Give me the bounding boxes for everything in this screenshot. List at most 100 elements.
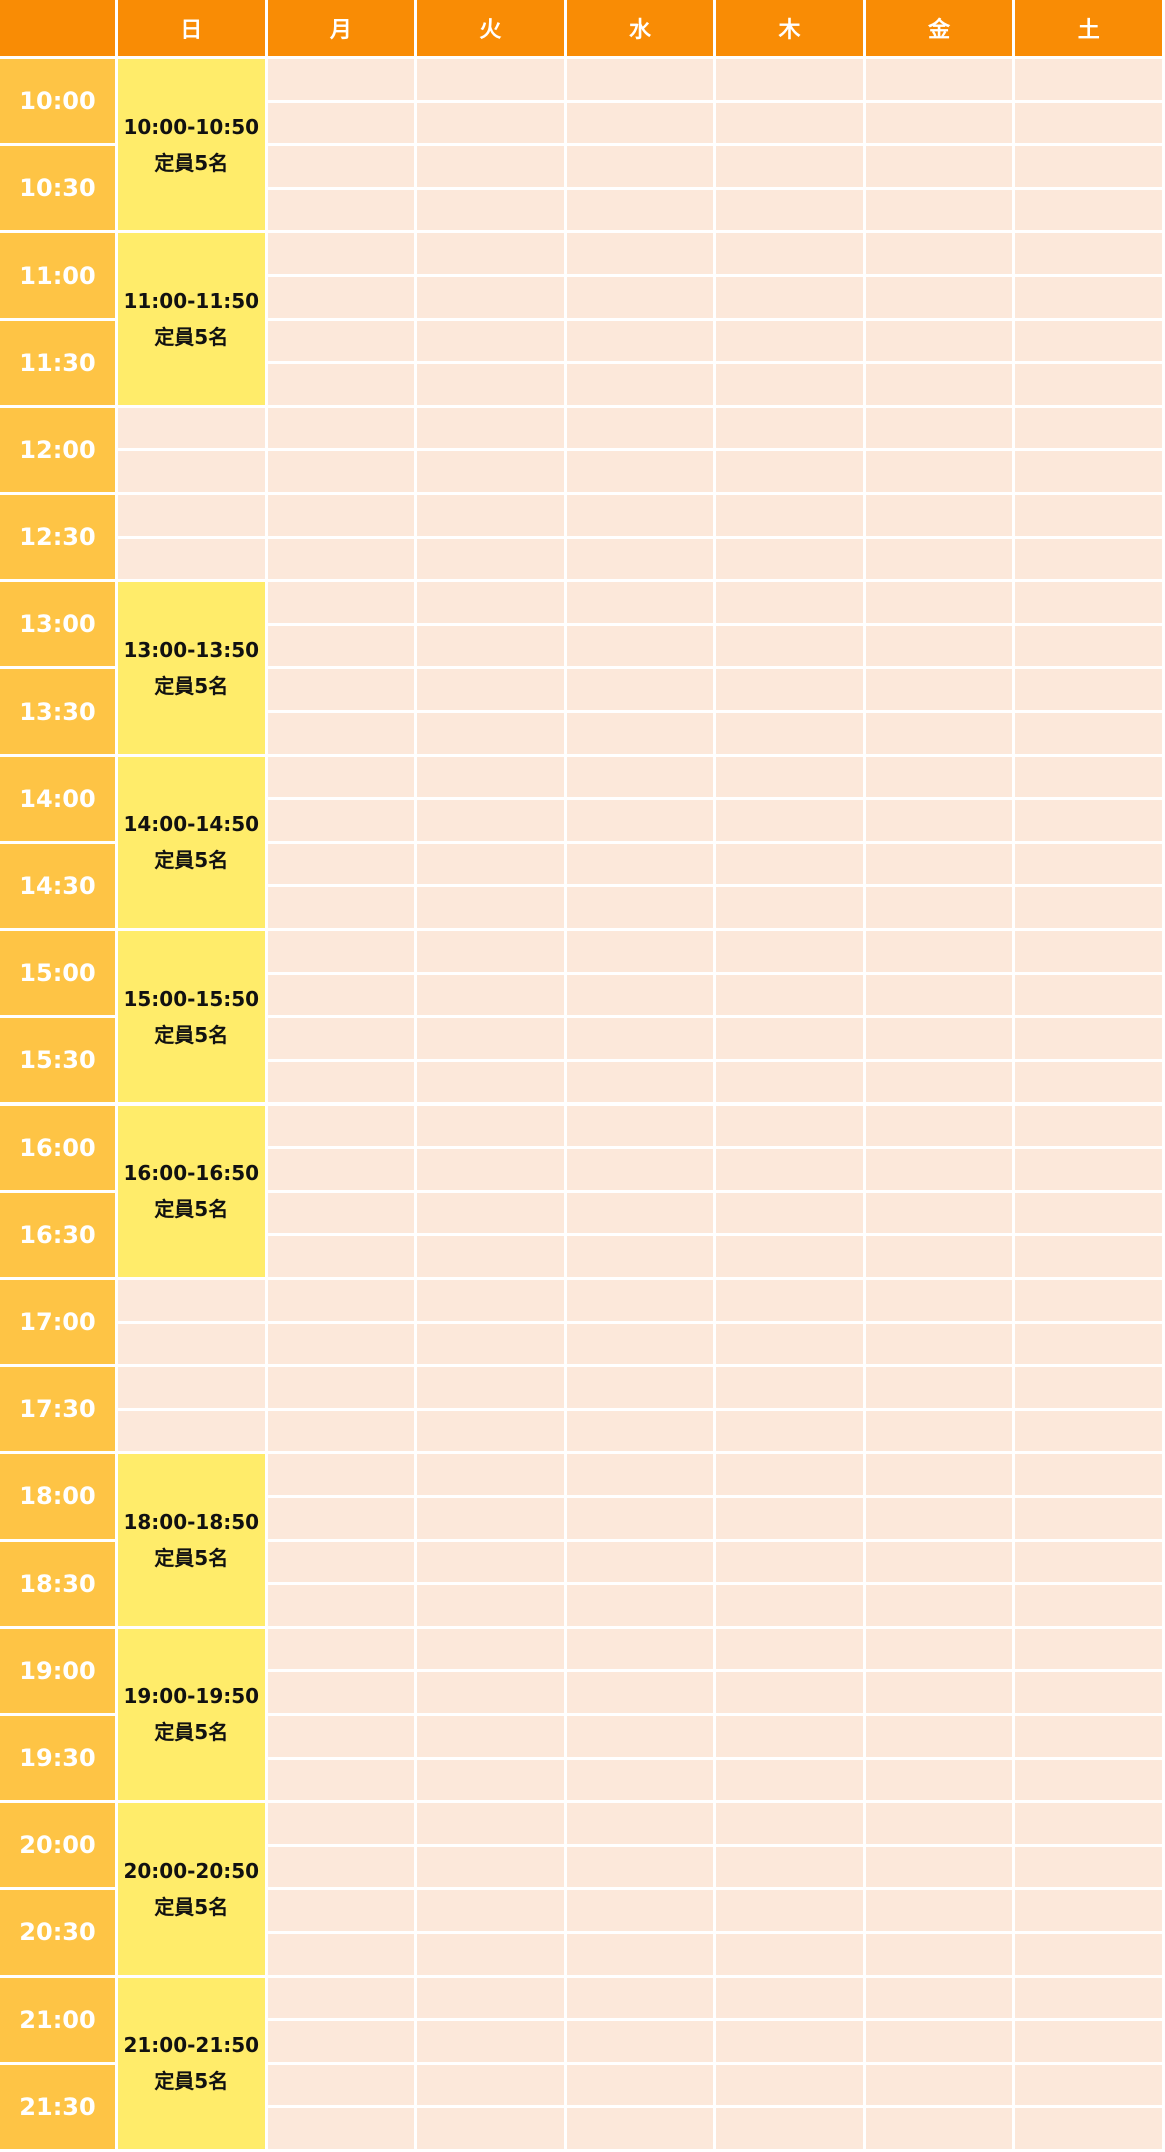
slot-cell [566,1323,714,1365]
slot-cell [267,974,415,1016]
slot-cell [1015,1977,1162,2019]
slot-cell [865,974,1013,1016]
slot-cell [417,451,564,493]
slot-cell [267,407,415,449]
time-label: 20:00 [0,1803,115,1888]
slot-cell [1015,233,1162,274]
slot-cell [417,59,564,100]
slot-cell [417,1018,564,1059]
slot-cell [566,1672,714,1713]
slot-cell [566,800,714,841]
session-time: 18:00-18:50 [123,1510,260,1535]
slot-cell [1015,59,1162,100]
slot-cell [566,538,714,580]
slot-cell [865,625,1013,667]
slot-cell [865,1803,1013,1844]
slot-cell [865,1672,1013,1713]
slot-cell [716,277,863,318]
slot-cell [1015,1410,1162,1452]
slot-cell [267,1018,415,1059]
slot-cell [267,2108,415,2149]
slot-cell [865,887,1013,929]
day-header: 土 [1015,0,1162,56]
slot-cell [716,189,863,231]
slot-cell [417,2064,564,2106]
slot-cell [417,320,564,362]
slot-cell [118,1323,265,1365]
slot-cell [267,1279,415,1321]
slot-cell [716,2021,863,2062]
slot-cell [865,756,1013,798]
slot-cell [1015,669,1162,711]
slot-cell [716,974,863,1016]
session-block: 20:00-20:50 定員5名 [118,1803,265,1975]
slot-cell [1015,1454,1162,1495]
slot-cell [417,1497,564,1539]
slot-cell [566,1410,714,1452]
slot-cell [566,1497,714,1539]
slot-cell [417,1585,564,1626]
slot-cell [865,1541,1013,1583]
slot-cell [417,1846,564,1888]
slot-cell [267,582,415,623]
slot-cell [118,1410,265,1452]
slot-cell [417,625,564,667]
slot-cell [1015,277,1162,318]
day-header: 金 [865,0,1013,56]
session-time: 14:00-14:50 [123,812,260,837]
slot-cell [566,1977,714,2019]
session-block: 19:00-19:50 定員5名 [118,1628,265,1801]
slot-cell [118,451,265,493]
slot-cell [417,233,564,274]
slot-cell [267,1933,415,1975]
slot-cell [417,887,564,929]
slot-cell [1015,1279,1162,1321]
slot-cell [267,1890,415,1931]
time-label: 20:30 [0,1890,115,1975]
day-header: 日 [118,0,265,56]
slot-cell [417,407,564,449]
slot-cell [417,2021,564,2062]
slot-cell [566,102,714,144]
slot-cell [716,102,863,144]
slot-cell [267,1759,415,1801]
slot-cell [1015,1149,1162,1190]
slot-cell [566,1933,714,1975]
slot-cell [865,233,1013,274]
slot-cell [417,1454,564,1495]
slot-cell [716,320,863,362]
slot-cell [566,407,714,449]
session-time: 20:00-20:50 [123,1858,260,1883]
slot-cell [865,1149,1013,1190]
slot-cell [1015,364,1162,405]
slot-cell [865,1759,1013,1801]
slot-cell [566,495,714,536]
session-capacity: 定員5名 [154,150,229,175]
slot-cell [865,1192,1013,1234]
slot-cell [1015,538,1162,580]
slot-cell [417,756,564,798]
slot-cell [716,538,863,580]
slot-cell [417,1628,564,1670]
slot-cell [716,1585,863,1626]
slot-cell [267,1541,415,1583]
slot-cell [566,59,714,100]
slot-cell [118,495,265,536]
slot-cell [566,887,714,929]
slot-cell [566,1846,714,1888]
slot-cell [417,1323,564,1365]
session-capacity: 定員5名 [154,1720,229,1745]
slot-cell [1015,1061,1162,1103]
slot-cell [417,102,564,144]
slot-cell [716,59,863,100]
slot-cell [716,1846,863,1888]
slot-cell [716,1061,863,1103]
session-capacity: 定員5名 [154,325,229,350]
slot-cell [865,1933,1013,1975]
slot-cell [566,931,714,972]
slot-cell [1015,887,1162,929]
slot-cell [417,1977,564,2019]
session-block: 14:00-14:50 定員5名 [118,756,265,929]
slot-cell [716,1759,863,1801]
slot-cell [716,931,863,972]
